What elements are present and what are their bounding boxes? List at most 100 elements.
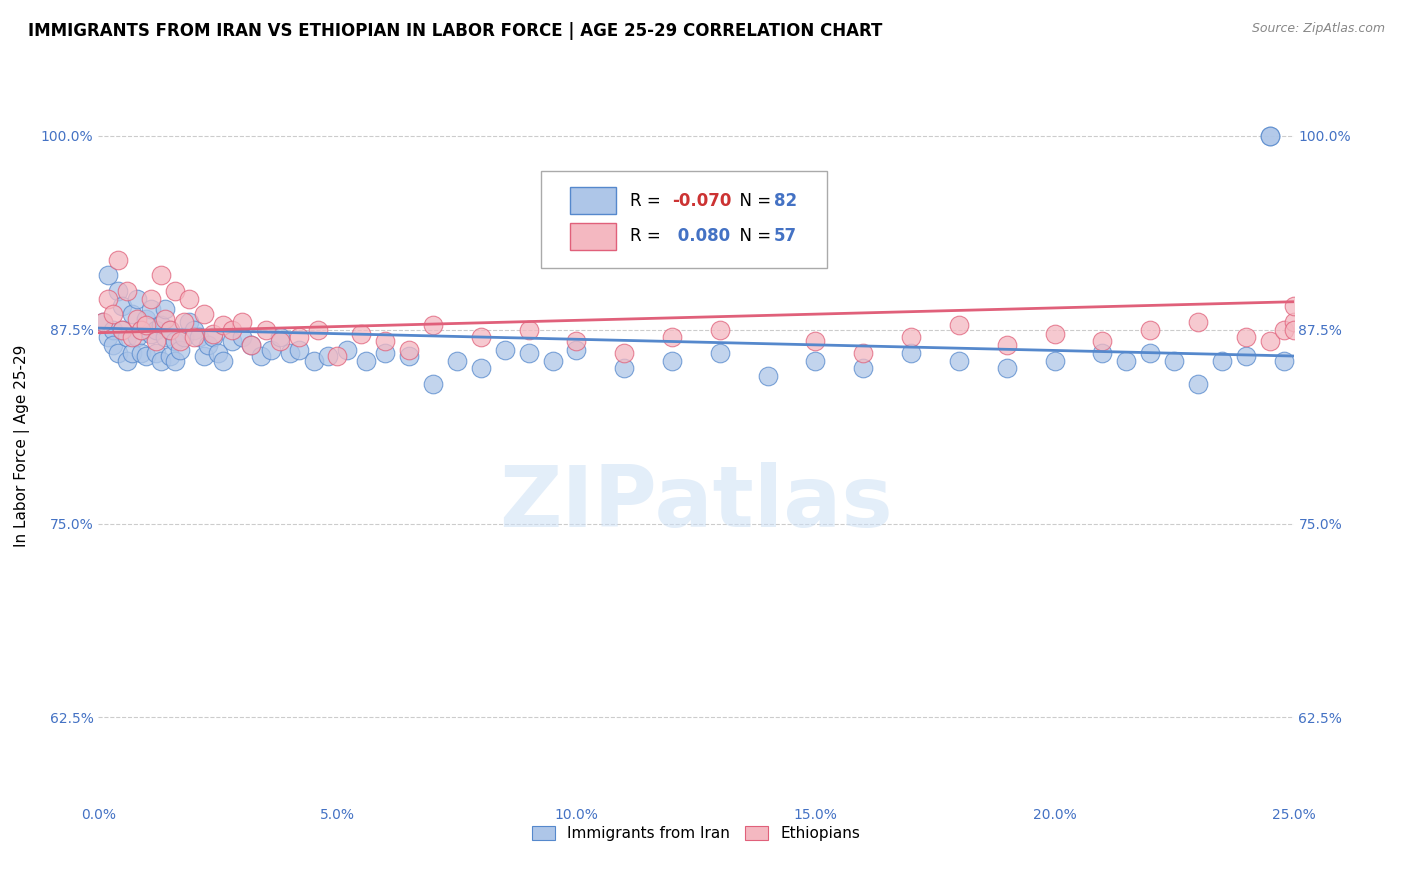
Point	[1091, 334, 1114, 348]
Point	[231, 330, 253, 344]
FancyBboxPatch shape	[571, 223, 616, 250]
Point	[131, 346, 153, 360]
Point	[336, 343, 359, 357]
Point	[1272, 323, 1295, 337]
Point	[91, 315, 114, 329]
Point	[517, 346, 540, 360]
Point	[326, 349, 349, 363]
Point	[169, 343, 191, 357]
Point	[101, 323, 124, 337]
Point	[107, 346, 129, 360]
Point	[269, 334, 291, 348]
Point	[422, 318, 444, 332]
Point	[1187, 315, 1209, 329]
Y-axis label: In Labor Force | Age 25-29: In Labor Force | Age 25-29	[14, 345, 30, 547]
Point	[135, 349, 157, 363]
Point	[202, 327, 225, 342]
Point	[995, 338, 1018, 352]
Point	[139, 327, 162, 342]
Text: N =: N =	[730, 227, 776, 245]
Point	[149, 318, 172, 332]
Point	[1043, 327, 1066, 342]
Point	[169, 334, 191, 348]
Point	[97, 330, 120, 344]
Text: IMMIGRANTS FROM IRAN VS ETHIOPIAN IN LABOR FORCE | AGE 25-29 CORRELATION CHART: IMMIGRANTS FROM IRAN VS ETHIOPIAN IN LAB…	[28, 22, 883, 40]
Point	[125, 330, 148, 344]
Text: 82: 82	[773, 192, 797, 210]
Point	[995, 361, 1018, 376]
Text: R =: R =	[630, 227, 666, 245]
Point	[202, 330, 225, 344]
Point	[852, 361, 875, 376]
Point	[155, 330, 177, 344]
Text: 0.080: 0.080	[672, 227, 730, 245]
Point	[115, 330, 138, 344]
Point	[948, 318, 970, 332]
Point	[101, 338, 124, 352]
Point	[709, 323, 731, 337]
FancyBboxPatch shape	[541, 171, 827, 268]
Point	[302, 353, 325, 368]
Point	[1282, 299, 1305, 313]
Point	[1258, 334, 1281, 348]
Point	[661, 330, 683, 344]
Text: ZIPatlas: ZIPatlas	[499, 461, 893, 545]
Point	[193, 349, 215, 363]
Point	[756, 203, 779, 218]
Point	[121, 330, 143, 344]
Point	[804, 334, 827, 348]
Point	[259, 343, 281, 357]
Point	[709, 346, 731, 360]
Point	[278, 346, 301, 360]
Point	[1163, 353, 1185, 368]
Text: N =: N =	[730, 192, 776, 210]
Point	[517, 323, 540, 337]
Point	[221, 323, 243, 337]
Point	[221, 334, 243, 348]
Point	[135, 311, 157, 326]
Point	[91, 315, 114, 329]
Point	[254, 323, 277, 337]
Point	[374, 334, 396, 348]
Point	[1282, 323, 1305, 337]
Point	[1091, 346, 1114, 360]
Point	[107, 284, 129, 298]
Point	[661, 353, 683, 368]
Point	[250, 349, 273, 363]
Legend: Immigrants from Iran, Ethiopians: Immigrants from Iran, Ethiopians	[524, 818, 868, 848]
Text: -0.070: -0.070	[672, 192, 731, 210]
Point	[145, 346, 167, 360]
Point	[163, 353, 186, 368]
Point	[107, 252, 129, 267]
Point	[1187, 376, 1209, 391]
Point	[179, 315, 201, 329]
Point	[240, 338, 263, 352]
Point	[1234, 349, 1257, 363]
Point	[1272, 353, 1295, 368]
Point	[613, 361, 636, 376]
Point	[197, 338, 219, 352]
Point	[565, 334, 588, 348]
Point	[121, 346, 143, 360]
Point	[159, 349, 181, 363]
Point	[1043, 353, 1066, 368]
Point	[354, 353, 377, 368]
Point	[288, 343, 311, 357]
Point	[852, 346, 875, 360]
Text: 57: 57	[773, 227, 797, 245]
FancyBboxPatch shape	[571, 187, 616, 214]
Point	[149, 268, 172, 283]
Point	[163, 334, 186, 348]
Point	[1139, 346, 1161, 360]
Point	[145, 323, 167, 337]
Point	[900, 330, 922, 344]
Point	[155, 311, 177, 326]
Point	[187, 330, 209, 344]
Point	[173, 315, 195, 329]
Point	[1139, 323, 1161, 337]
Point	[131, 323, 153, 337]
Point	[131, 323, 153, 337]
Point	[1234, 330, 1257, 344]
Point	[183, 330, 205, 344]
Text: Source: ZipAtlas.com: Source: ZipAtlas.com	[1251, 22, 1385, 36]
